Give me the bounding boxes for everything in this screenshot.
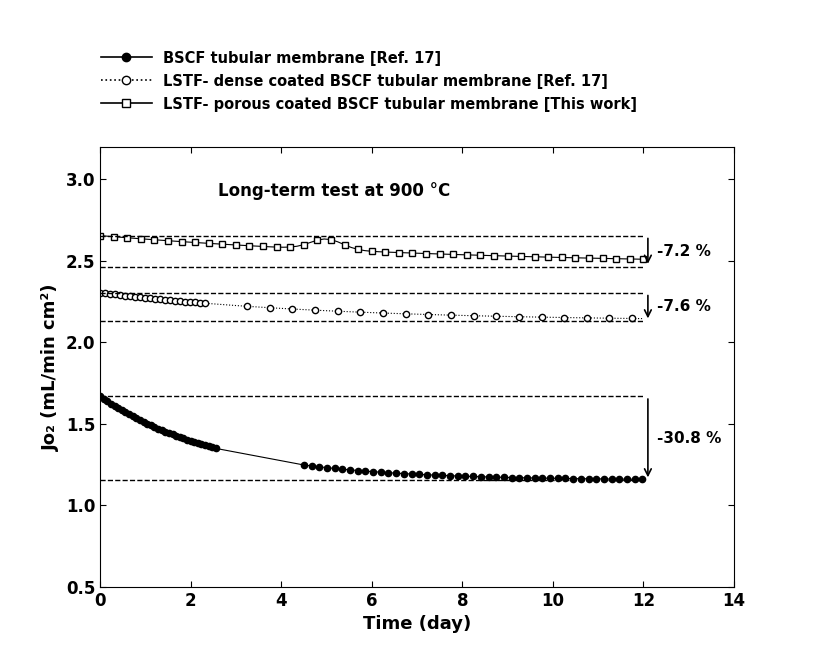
X-axis label: Time (day): Time (day) (363, 616, 471, 634)
Text: -7.2 %: -7.2 % (657, 243, 711, 259)
Y-axis label: Jo₂ (mL/min cm²): Jo₂ (mL/min cm²) (43, 283, 60, 451)
Text: -30.8 %: -30.8 % (657, 431, 721, 446)
Text: Long-term test at 900 °C: Long-term test at 900 °C (219, 182, 450, 199)
Legend: BSCF tubular membrane [Ref. 17], LSTF- dense coated BSCF tubular membrane [Ref. : BSCF tubular membrane [Ref. 17], LSTF- d… (95, 45, 643, 117)
Text: -7.6 %: -7.6 % (657, 299, 711, 314)
